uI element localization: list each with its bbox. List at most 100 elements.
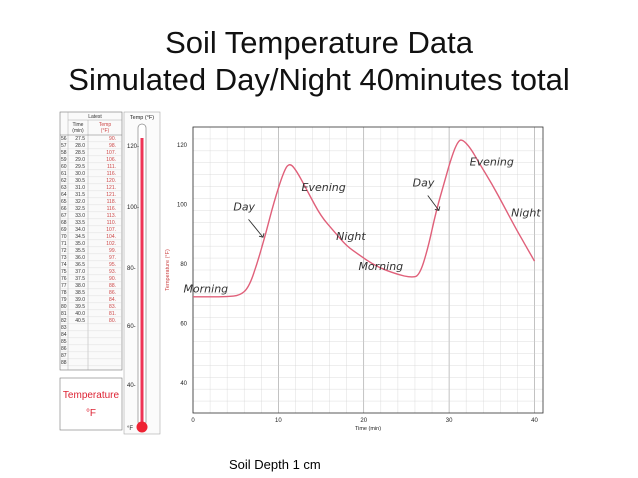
table-row-number: 71: [61, 241, 67, 247]
annotation-label: Night: [511, 206, 541, 219]
thermo-tick: 40-: [127, 383, 136, 389]
table-cell-temp: 98.: [109, 143, 116, 149]
table-row-number: 65: [61, 199, 67, 205]
table-cell-temp: 121.: [106, 185, 116, 191]
thermo-tick: 120-: [127, 144, 139, 150]
y-tick-label: 120: [177, 143, 188, 149]
table-cell-temp: 107.: [106, 150, 116, 156]
table-cell-time: 28.5: [75, 150, 85, 156]
table-cell-temp: 95.: [109, 262, 116, 268]
thermo-tick: 100-: [127, 205, 139, 211]
table-cell-temp: 102.: [106, 241, 116, 247]
annotation-label: Morning: [183, 282, 228, 295]
y-tick-label: 60: [180, 322, 187, 328]
table-row-number: 88: [61, 360, 67, 366]
data-table-panel: Latest Time (min) Temp (°F) 56 27.5 90. 57 2…: [59, 111, 123, 431]
table-cell-temp: 110.: [107, 220, 116, 226]
annotation-label: Evening: [302, 181, 346, 194]
table-row-number: 86: [61, 346, 67, 352]
table-row-number: 56: [61, 136, 67, 142]
table-row-number: 75: [61, 269, 67, 275]
x-tick-label: 40: [531, 418, 538, 424]
x-tick-label: 30: [446, 418, 453, 424]
slide-title-line1: Soil Temperature Data: [165, 25, 473, 60]
table-cell-temp: 90.: [109, 276, 116, 282]
table-cell-temp: 121.: [106, 192, 116, 198]
table-cell-time: 36.0: [75, 255, 85, 261]
table-row-number: 76: [61, 276, 67, 282]
thermo-tick: 80-: [127, 266, 136, 272]
table-row-number: 66: [61, 206, 67, 212]
table-cell-temp: 93.: [109, 269, 116, 275]
sensor-box: [59, 377, 123, 431]
x-tick-label: 0: [191, 418, 195, 424]
table-cell-temp: 81.: [109, 311, 116, 317]
table-cell-time: 38.0: [75, 283, 85, 289]
table-cell-time: 35.5: [75, 248, 85, 254]
table-cell-temp: 90.: [109, 136, 116, 142]
table-header-latest: Latest: [88, 114, 102, 120]
x-tick-label: 10: [275, 418, 282, 424]
table-row-number: 73: [61, 255, 67, 261]
table-cell-time: 33.5: [75, 220, 85, 226]
table-cell-time: 28.0: [75, 143, 85, 149]
table-cell-time: 40.0: [75, 311, 85, 317]
table-cell-time: 30.5: [75, 178, 85, 184]
y-tick-label: 40: [180, 381, 187, 387]
table-cell-temp: 104.: [106, 234, 116, 240]
thermometer-bulb: [136, 421, 148, 433]
table-cell-temp: 111.: [107, 164, 116, 170]
table-row-number: 78: [61, 290, 67, 296]
table-row-number: 77: [61, 283, 67, 289]
thermo-bottom-label: °F: [127, 426, 133, 432]
table-row-number: 63: [61, 185, 67, 191]
table-cell-temp: 116.: [107, 206, 116, 212]
table-cell-time: 38.5: [75, 290, 85, 296]
table-row-number: 72: [61, 248, 67, 254]
table-cell-time: 34.0: [75, 227, 85, 233]
table-row-number: 83: [61, 325, 67, 331]
table-row-number: 68: [61, 220, 67, 226]
table-cell-temp: 88.: [109, 283, 116, 289]
table-cell-time: 29.0: [75, 157, 85, 163]
table-col-temp: Temp: [99, 122, 111, 128]
table-row-number: 64: [61, 192, 67, 198]
x-ticks: 0 10 20 30 40: [191, 418, 538, 424]
table-cell-time: 31.5: [75, 192, 85, 198]
table-row-number: 80: [61, 304, 67, 310]
table-row-number: 59: [61, 157, 67, 163]
table-cell-time: 32.5: [75, 206, 85, 212]
table-row-number: 82: [61, 318, 67, 324]
table-cell-temp: 120.: [106, 178, 116, 184]
table-row-number: 69: [61, 227, 67, 233]
table-row-number: 61: [61, 171, 67, 177]
table-cell-time: 34.5: [75, 234, 85, 240]
table-cell-time: 33.0: [75, 213, 85, 219]
thermometer-fill: [140, 138, 144, 428]
table-row-number: 87: [61, 353, 67, 359]
table-col-time-unit: (min): [72, 128, 84, 134]
table-rows: 56 27.5 90. 57 28.0 98. 58 28.5 107. 59 29.0 106. 60…: [60, 136, 122, 366]
y-ticks: 40 60 80 100 120: [177, 143, 188, 387]
table-cell-time: 39.5: [75, 304, 85, 310]
chart-annotations: Morning Day Evening Night Morning Day Evening N…: [183, 156, 541, 296]
table-cell-temp: 84.: [109, 297, 116, 303]
table-cell-time: 37.0: [75, 269, 85, 275]
table-row-number: 74: [61, 262, 67, 268]
table-cell-temp: 107.: [106, 227, 116, 233]
table-col-temp-unit: (°F): [101, 128, 110, 134]
annotation-label: Evening: [470, 156, 514, 169]
table-row-number: 58: [61, 150, 67, 156]
table-cell-temp: 86.: [109, 290, 116, 296]
table-cell-temp: 97.: [109, 255, 116, 261]
table-cell-temp: 83.: [109, 304, 116, 310]
table-row-number: 85: [61, 339, 67, 345]
table-col-time: Time: [73, 122, 84, 128]
y-tick-label: 80: [180, 262, 187, 268]
table-row-number: 60: [61, 164, 67, 170]
y-axis-label: Temperature (°F): [165, 249, 171, 291]
series-line-temperature: [192, 139, 536, 298]
sensor-unit: °F: [86, 408, 96, 419]
table-cell-time: 35.0: [75, 241, 85, 247]
